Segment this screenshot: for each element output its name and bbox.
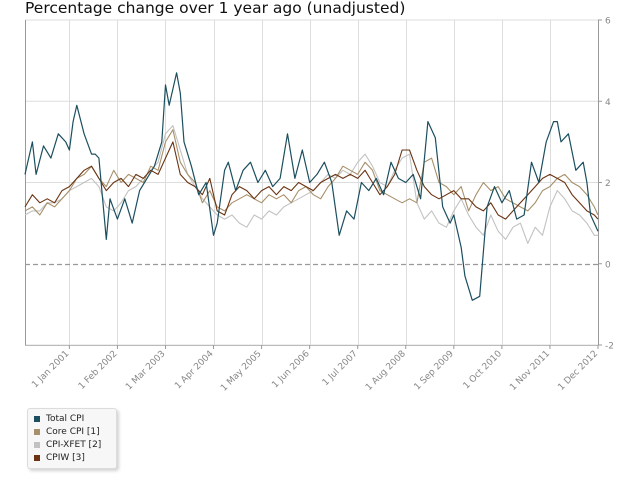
x-tick-label: 1 Jul 2007: [321, 349, 360, 388]
legend-swatch-total-cpi: [34, 415, 40, 422]
x-tick-label: 1 Sep 2009: [413, 349, 457, 393]
x-tick-label: 1 Jun 2006: [270, 349, 311, 390]
y-tick-label: 4: [605, 98, 611, 108]
x-tick-label: 1 Mar 2003: [124, 349, 167, 392]
legend-item-core-cpi[interactable]: Core CPI [1]: [34, 425, 116, 438]
x-tick-label: 1 Dec 2012: [556, 349, 600, 393]
x-tick-label: 1 Oct 2010: [462, 349, 505, 392]
legend-item-cpi-xfet[interactable]: CPI-XFET [2]: [34, 438, 116, 451]
x-tick-label: 1 Nov 2011: [508, 349, 552, 393]
legend-label: Core CPI [1]: [46, 426, 100, 437]
y-tick-label: 6: [605, 17, 611, 27]
chart-title: Percentage change over 1 year ago (unadj…: [25, 0, 406, 17]
legend: Total CPI Core CPI [1] CPI-XFET [2] CPIW…: [27, 408, 117, 469]
legend-swatch-core-cpi: [34, 428, 40, 435]
x-tick-label: 1 Feb 2002: [77, 349, 120, 392]
series-line-total-cpi: [24, 72, 599, 301]
x-tick-label: 1 Apr 2004: [173, 349, 216, 392]
legend-swatch-cpiw: [34, 454, 40, 461]
x-tick-label: 1 May 2005: [219, 349, 264, 394]
y-tick-labels: -2 0 2 4 6: [598, 17, 614, 352]
series-lines: [24, 72, 599, 301]
series-line-core-cpi-1: [24, 129, 599, 216]
x-tick-label: 1 Aug 2008: [364, 349, 408, 393]
grid-lines: [25, 19, 599, 346]
x-tick-labels: 1 Jan 2001 1 Feb 2002 1 Mar 2003 1 Apr 2004…: [30, 345, 600, 394]
legend-label: CPI-XFET [2]: [46, 439, 102, 450]
y-tick-label: 0: [605, 260, 611, 270]
legend-item-cpiw[interactable]: CPIW [3]: [34, 451, 116, 464]
y-tick-label: 2: [605, 179, 611, 189]
series-line-cpiw-3: [24, 141, 599, 220]
legend-item-total-cpi[interactable]: Total CPI: [34, 412, 116, 425]
legend-label: Total CPI: [46, 413, 85, 424]
y-tick-label: -2: [605, 342, 614, 352]
x-tick-label: 1 Jan 2001: [30, 349, 71, 390]
legend-swatch-cpi-xfet: [34, 441, 40, 448]
legend-label: CPIW [3]: [46, 452, 85, 463]
series-line-cpi-xfet-2: [24, 125, 598, 244]
